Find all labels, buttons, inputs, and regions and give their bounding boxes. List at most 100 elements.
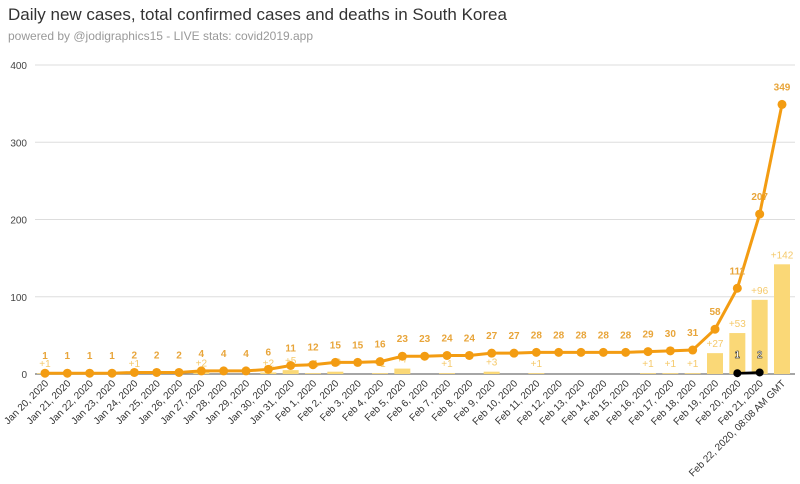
total-data-label: 28 (575, 330, 587, 341)
total-data-label: 4 (221, 349, 227, 360)
point-total-cases (688, 345, 698, 355)
point-total-cases (353, 357, 363, 367)
bar-data-label: +142 (771, 250, 794, 261)
total-data-label: 6 (266, 347, 272, 358)
total-data-label: 24 (441, 333, 453, 344)
line-total-cases (45, 104, 784, 375)
bar-data-label: +1 (665, 359, 677, 370)
point-total-cases (755, 209, 765, 219)
bar-data-label: +1 (39, 359, 51, 370)
total-data-label: 15 (330, 340, 342, 351)
point-total-cases (464, 350, 474, 360)
bar-data-label: +1 (531, 359, 543, 370)
point-total-cases (241, 366, 251, 376)
bar-new-cases (394, 368, 411, 374)
bar-new-cases (282, 370, 299, 374)
point-total-cases (330, 357, 340, 367)
total-data-label: 27 (486, 331, 498, 342)
total-data-label: 2 (132, 350, 138, 361)
bar-new-cases (640, 373, 656, 374)
total-data-label: 1 (87, 351, 93, 362)
total-data-label: 31 (687, 328, 699, 339)
bar-data-label: +3 (486, 358, 498, 369)
bar-data-label: +96 (751, 286, 768, 297)
point-total-cases (174, 367, 184, 377)
point-total-cases (85, 368, 95, 378)
total-data-label: 29 (642, 330, 654, 341)
total-data-label: 1 (65, 351, 71, 362)
point-total-cases (40, 368, 50, 378)
total-data-label: 1 (42, 351, 48, 362)
y-tick-label: 400 (10, 61, 27, 72)
point-total-cases (375, 357, 385, 367)
total-data-label: 4 (199, 349, 205, 360)
point-total-cases (308, 360, 318, 370)
total-data-label: 2 (154, 350, 160, 361)
total-data-label: 111 (730, 266, 746, 277)
bar-data-label: +1 (129, 359, 141, 370)
total-data-label: 23 (397, 334, 409, 345)
chart-title: Daily new cases, total confirmed cases a… (8, 5, 507, 24)
bar-new-cases (729, 333, 746, 374)
total-data-label: 30 (665, 329, 677, 340)
point-total-cases (152, 367, 162, 377)
point-total-cases (710, 324, 720, 334)
point-total-cases (442, 350, 452, 360)
total-data-label: 1 (109, 351, 115, 362)
point-total-cases (531, 347, 541, 357)
bar-data-label: +53 (729, 319, 746, 330)
total-data-label: 4 (243, 349, 249, 360)
bar-data-label: +1 (687, 359, 699, 370)
bar-new-cases (707, 353, 723, 374)
deaths-data-label: 2 (757, 350, 763, 361)
total-data-label: 207 (751, 192, 768, 203)
total-data-label: 2 (176, 350, 182, 361)
total-data-label: 12 (307, 343, 319, 354)
total-data-label: 24 (464, 333, 476, 344)
point-total-cases (665, 346, 675, 356)
deaths-data-label: 1 (735, 350, 741, 361)
point-total-cases (263, 364, 273, 374)
total-data-label: 23 (419, 334, 431, 345)
y-tick-label: 100 (10, 293, 27, 304)
total-data-label: 16 (374, 340, 386, 351)
point-total-cases (397, 351, 407, 361)
y-tick-label: 300 (10, 138, 27, 149)
chart-subtitle: powered by @jodigraphics15 - LIVE stats:… (8, 29, 314, 43)
point-total-cases (576, 347, 586, 357)
point-total-cases (62, 368, 72, 378)
total-data-label: 11 (285, 344, 296, 355)
point-deaths (755, 368, 764, 377)
bar-new-cases (662, 373, 679, 374)
bar-new-cases (327, 371, 344, 374)
bar-data-label: +2 (263, 358, 275, 369)
total-data-label: 28 (598, 330, 610, 341)
point-total-cases (554, 347, 564, 357)
total-data-label: 28 (531, 330, 543, 341)
bar-new-cases (774, 264, 790, 374)
bar-new-cases (528, 373, 545, 374)
bar-new-cases (483, 371, 500, 374)
point-total-cases (286, 361, 296, 371)
bar-new-cases (305, 373, 321, 374)
bar-data-label: +27 (707, 339, 724, 350)
point-total-cases (196, 366, 206, 376)
point-total-cases (509, 348, 519, 358)
point-total-cases (777, 99, 787, 109)
bar-data-label: +1 (642, 359, 654, 370)
total-data-label: 27 (508, 331, 520, 342)
total-data-label: 28 (553, 330, 565, 341)
point-total-cases (129, 367, 139, 377)
point-total-cases (732, 283, 742, 293)
bar-data-label: +2 (196, 358, 208, 369)
point-total-cases (598, 347, 608, 357)
point-total-cases (621, 347, 631, 357)
bar-data-label: +1 (441, 359, 453, 370)
total-data-label: 58 (709, 307, 721, 318)
total-data-label: 349 (774, 82, 791, 93)
bar-new-cases (751, 299, 768, 374)
point-total-cases (420, 351, 430, 361)
y-tick-label: 0 (21, 370, 27, 381)
point-total-cases (107, 368, 117, 378)
